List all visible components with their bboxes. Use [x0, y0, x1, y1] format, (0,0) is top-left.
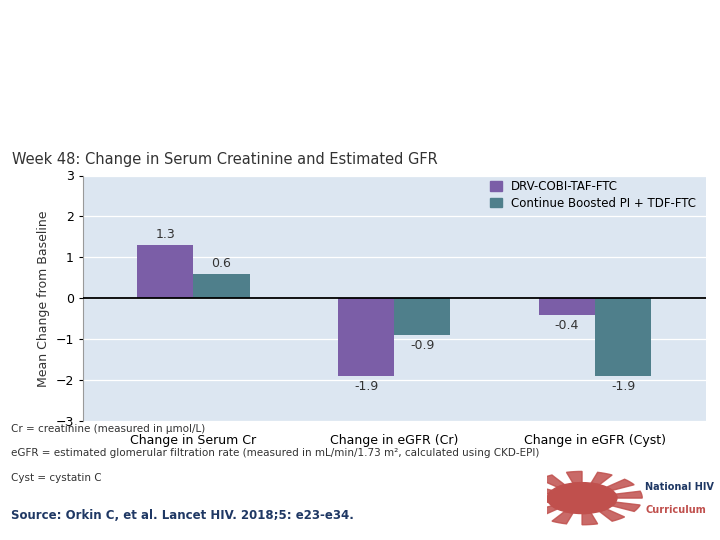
Text: Week 48: Change in Serum Creatinine and Estimated GFR: Week 48: Change in Serum Creatinine and … [12, 152, 438, 167]
Y-axis label: Mean Change from Baseline: Mean Change from Baseline [37, 210, 50, 387]
Wedge shape [539, 475, 564, 487]
Wedge shape [607, 479, 634, 490]
Bar [395, 298, 451, 335]
Text: -0.9: -0.9 [410, 339, 434, 352]
Wedge shape [600, 509, 625, 521]
Text: 0.6: 0.6 [212, 256, 231, 269]
Text: Source: Orkin C, et al. Lancet HIV. 2018;5: e23-e34.: Source: Orkin C, et al. Lancet HIV. 2018… [11, 509, 354, 522]
Text: EMERALD: Results: EMERALD: Results [12, 89, 197, 107]
Wedge shape [591, 472, 612, 485]
Circle shape [547, 483, 617, 514]
Wedge shape [522, 498, 549, 505]
Bar [193, 274, 250, 298]
Text: -1.9: -1.9 [611, 380, 635, 393]
Bar [137, 245, 193, 298]
Wedge shape [567, 471, 582, 483]
Wedge shape [552, 511, 573, 524]
Text: National HIV: National HIV [645, 482, 714, 492]
Text: Curriculum: Curriculum [645, 505, 706, 515]
Text: eGFR = estimated glomerular filtration rate (measured in mL/min/1.73 m², calcula: eGFR = estimated glomerular filtration r… [11, 448, 539, 458]
Wedge shape [616, 491, 642, 498]
Text: Cr = creatinine (measured in μmol/L): Cr = creatinine (measured in μmol/L) [11, 424, 205, 434]
Text: DRV-COBI-TAF-FTC vs Continue a Boosted PI + TDF-FTC: DRV-COBI-TAF-FTC vs Continue a Boosted P… [12, 22, 567, 40]
Text: -1.9: -1.9 [354, 380, 378, 393]
Bar [539, 298, 595, 315]
Wedge shape [524, 485, 552, 494]
Text: Cyst = cystatin C: Cyst = cystatin C [11, 473, 102, 483]
Legend: DRV-COBI-TAF-FTC, Continue Boosted PI + TDF-FTC: DRV-COBI-TAF-FTC, Continue Boosted PI + … [487, 177, 700, 213]
Text: -0.4: -0.4 [555, 319, 579, 332]
Wedge shape [582, 513, 598, 525]
Wedge shape [612, 502, 640, 511]
Wedge shape [530, 506, 557, 517]
Bar [338, 298, 395, 376]
Bar [595, 298, 652, 376]
Text: 1.3: 1.3 [156, 228, 175, 241]
